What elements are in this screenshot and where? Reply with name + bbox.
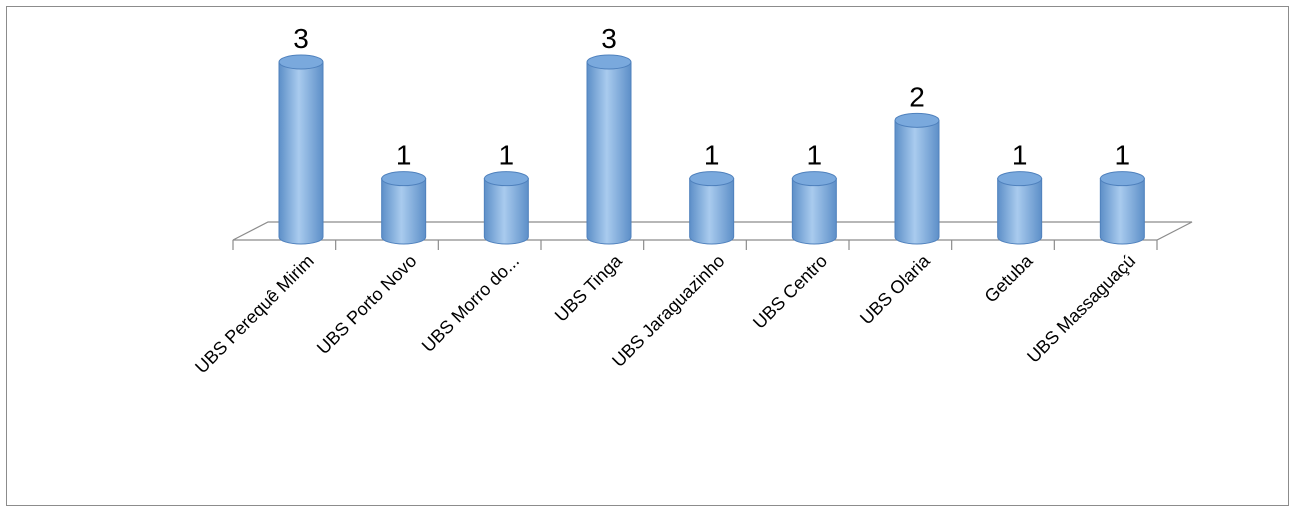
bar-body [791, 178, 837, 245]
bar [483, 171, 529, 245]
bar-body [381, 178, 427, 245]
bar-top [1099, 171, 1145, 187]
bar-top [689, 171, 735, 187]
category-label: UBS Perequê Mirim [191, 251, 318, 378]
bar [997, 171, 1043, 245]
bar-body [894, 119, 940, 245]
bar [381, 171, 427, 245]
data-label: 1 [807, 140, 823, 171]
chart-frame [6, 6, 1289, 506]
bars [278, 54, 1145, 245]
bar [1099, 171, 1145, 245]
bar-body [997, 178, 1043, 245]
category-label: UBS Porto Novo [313, 251, 421, 359]
data-label: 1 [499, 140, 515, 171]
bar [791, 171, 837, 245]
bar-top [997, 171, 1043, 187]
bar-top [586, 54, 632, 70]
bar [894, 112, 940, 245]
category-label: UBS Tinga [551, 250, 627, 326]
bar-top [381, 171, 427, 187]
bar-body [278, 61, 324, 245]
bar [278, 54, 324, 245]
bar-top [791, 171, 837, 187]
data-label: 1 [704, 140, 720, 171]
data-label: 1 [396, 140, 412, 171]
data-label: 2 [909, 81, 925, 112]
bar-body [1099, 178, 1145, 245]
bar-body [586, 61, 632, 245]
data-labels: 3 1 1 3 1 1 2 1 1 [293, 23, 1130, 171]
data-label: 3 [293, 23, 309, 54]
bar [689, 171, 735, 245]
bar-top [483, 171, 529, 187]
data-label: 1 [1012, 140, 1028, 171]
category-label: UBS Centro [749, 251, 831, 333]
bar-top [278, 54, 324, 70]
category-label: Getuba [981, 250, 1038, 307]
category-label: UBS Massaguaçú [1023, 251, 1139, 367]
category-label: UBS Olaria [856, 250, 934, 328]
data-label: 1 [1115, 140, 1131, 171]
bar [586, 54, 632, 245]
category-label: UBS Morro do... [418, 251, 523, 356]
category-label: UBS Jaraguazinho [608, 251, 728, 371]
data-label: 3 [601, 23, 617, 54]
bar-top [894, 112, 940, 128]
bar-body [483, 178, 529, 245]
bar-body [689, 178, 735, 245]
